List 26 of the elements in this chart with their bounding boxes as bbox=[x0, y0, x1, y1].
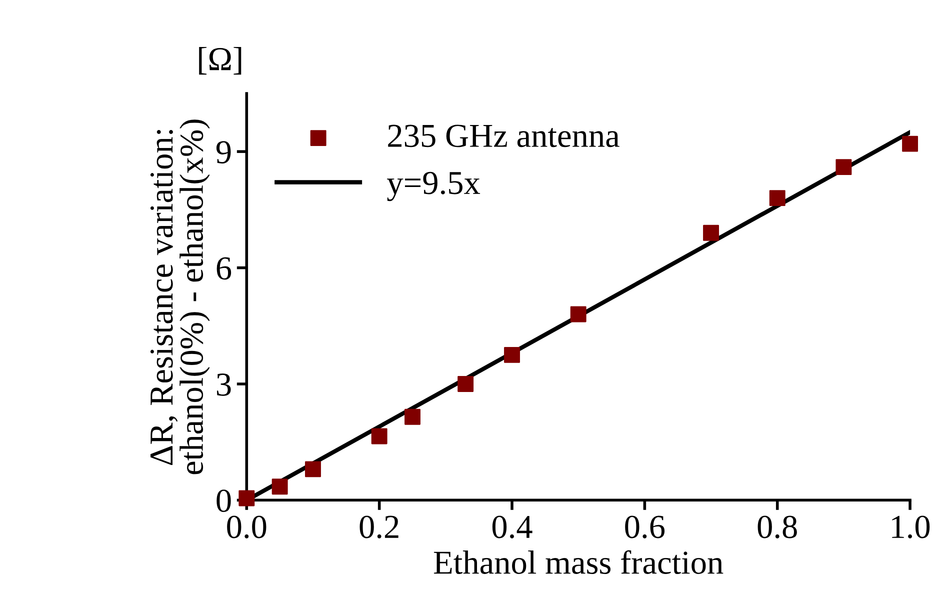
legend-label: y=9.5x bbox=[387, 172, 480, 202]
y-tick-label: 3 bbox=[216, 373, 231, 396]
x-tick-label: 0.0 bbox=[227, 516, 266, 538]
point bbox=[902, 136, 918, 152]
legend-label: 235 GHz antenna bbox=[388, 124, 620, 148]
point bbox=[570, 306, 586, 322]
x-tick-label: 0.6 bbox=[625, 516, 665, 538]
y-axis-title: ΔR, Resistance variation: ethanol(0%) - ethanol(x%) bbox=[150, 120, 210, 474]
x-tick-label: 0.2 bbox=[360, 516, 398, 538]
point bbox=[272, 478, 288, 495]
y-tick-label: 9 bbox=[216, 141, 231, 164]
x-tick-label: 0.4 bbox=[492, 516, 532, 538]
point bbox=[504, 346, 520, 363]
point bbox=[836, 159, 852, 176]
point bbox=[703, 224, 719, 241]
x-tick-label: 0.8 bbox=[758, 516, 797, 538]
y-tick-label: 0 bbox=[216, 490, 231, 512]
y-tick-label: 6 bbox=[216, 257, 232, 280]
x-axis-title: Ethanol mass fraction bbox=[434, 550, 724, 574]
point bbox=[371, 428, 388, 444]
point bbox=[305, 461, 321, 478]
text: [Ω] bbox=[199, 46, 242, 75]
point bbox=[769, 190, 786, 206]
point bbox=[458, 376, 474, 392]
point bbox=[404, 408, 420, 425]
x-tick-label: 1.0 bbox=[892, 516, 930, 538]
